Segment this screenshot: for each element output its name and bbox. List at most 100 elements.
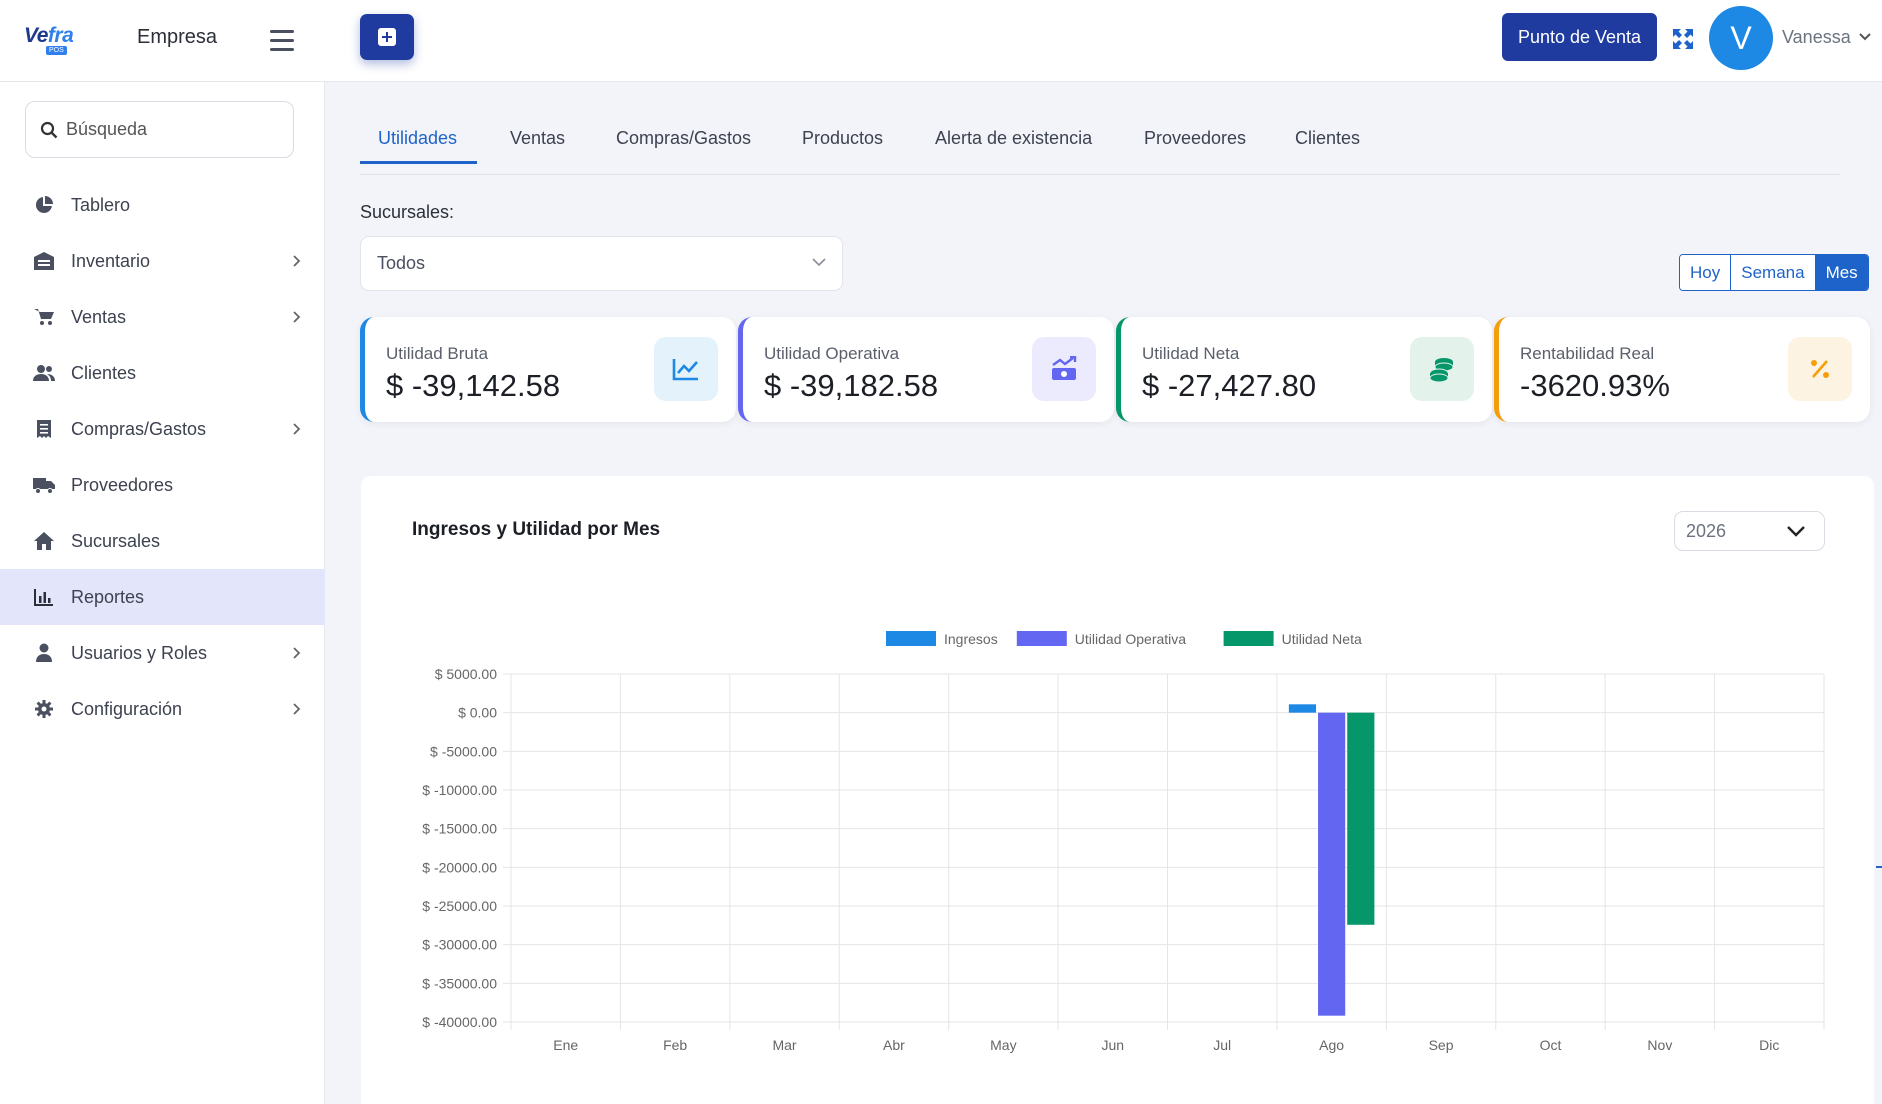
x-tick-label: Dic (1759, 1037, 1779, 1053)
sidebar-item-label: Usuarios y Roles (71, 642, 208, 663)
receipt-icon (37, 420, 51, 438)
year-select-value: 2026 (1686, 520, 1727, 541)
search-icon (40, 121, 58, 138)
x-tick-label: Jun (1102, 1037, 1125, 1053)
app-logo[interactable]: Vefra POS (24, 24, 88, 55)
x-tick-label: Nov (1647, 1037, 1672, 1053)
chevron-right-icon (293, 423, 301, 435)
sidebar-item-proveedores[interactable]: Proveedores (0, 457, 325, 513)
chart-card: Ingresos y Utilidad por Mes 2026 $ 5000.… (361, 476, 1874, 1104)
year-select[interactable]: 2026 (1674, 511, 1825, 551)
chevron-right-icon (293, 255, 301, 267)
sidebar-item-label: Sucursales (71, 530, 161, 551)
branch-select[interactable]: Todos (360, 236, 843, 291)
quick-add-button[interactable] (360, 14, 414, 60)
pie-chart-icon (35, 196, 53, 213)
company-name: Empresa (137, 26, 218, 48)
x-tick-label: Abr (883, 1037, 905, 1053)
y-tick-label: $ -15000.00 (422, 821, 497, 837)
sidebar-item-usuarios-roles[interactable]: Usuarios y Roles (0, 625, 325, 681)
report-tabs: Utilidades Ventas Compras/Gastos Product… (360, 120, 1840, 175)
x-tick-label: Feb (663, 1037, 687, 1053)
tab-clientes[interactable]: Clientes (1295, 128, 1361, 148)
tab-ventas[interactable]: Ventas (510, 128, 566, 148)
point-of-sale-button[interactable]: Punto de Venta (1502, 13, 1657, 61)
y-tick-label: $ 0.00 (458, 705, 497, 721)
x-tick-label: Ene (553, 1037, 578, 1053)
bar-utilidad-operativa (1318, 712, 1346, 1016)
x-tick-label: Sep (1429, 1037, 1454, 1053)
kpi-value: $ -39,142.58 (386, 368, 561, 403)
sidebar-item-reportes[interactable]: Reportes (0, 569, 325, 625)
chevron-right-icon (293, 703, 301, 715)
tab-compras-gastos[interactable]: Compras/Gastos (616, 128, 752, 148)
fullscreen-icon[interactable] (1672, 28, 1694, 50)
sidebar-item-label: Clientes (71, 362, 137, 383)
top-bar: Vefra POS Empresa Punto de Venta V Vanes… (0, 0, 1882, 82)
tab-utilidades[interactable]: Utilidades (378, 128, 458, 148)
kpi-badge (1032, 337, 1096, 401)
logo-text: Vefra (24, 24, 74, 47)
kpi-value: $ -27,427.80 (1142, 368, 1317, 403)
kpi-value: -3620.93% (1520, 368, 1670, 403)
home-icon (34, 532, 54, 550)
kpi-card-rentabilidad-real: Rentabilidad Real -3620.93% (1494, 317, 1870, 422)
y-tick-label: $ -20000.00 (422, 859, 497, 875)
sidebar-item-tablero[interactable]: Tablero (0, 177, 325, 233)
sidebar-item-ventas[interactable]: Ventas (0, 289, 325, 345)
chevron-down-icon (1787, 526, 1805, 537)
sidebar-item-label: Reportes (71, 586, 145, 607)
period-option-mes[interactable]: Mes (1815, 255, 1868, 290)
sidebar-item-clientes[interactable]: Clientes (0, 345, 325, 401)
x-tick-label: Ago (1319, 1037, 1344, 1053)
user-avatar[interactable]: V (1709, 6, 1773, 70)
kpi-card-utilidad-operativa: Utilidad Operativa $ -39,182.58 (738, 317, 1114, 422)
y-tick-label: $ -35000.00 (422, 975, 497, 991)
chevron-down-icon (812, 258, 826, 267)
kpi-label: Utilidad Bruta (386, 344, 489, 363)
sidebar-item-label: Inventario (71, 250, 151, 271)
branch-label: Sucursales: (360, 202, 455, 222)
sidebar-item-label: Tablero (71, 194, 131, 215)
sidebar-item-compras-gastos[interactable]: Compras/Gastos (0, 401, 325, 457)
search-input[interactable] (66, 119, 266, 140)
kpi-label: Utilidad Operativa (764, 344, 900, 363)
bar-chart-icon (34, 589, 53, 606)
kpi-label: Rentabilidad Real (1520, 344, 1655, 363)
sidebar-item-label: Ventas (71, 306, 127, 327)
kpi-value: $ -39,182.58 (764, 368, 939, 403)
income-profit-bar-chart: $ 5000.00 $ 0.00 $ -5000.00 $ -10000.00 $ -1… (422, 631, 1825, 1053)
logo-subtext: POS (46, 46, 67, 55)
x-tick-label: Jul (1213, 1037, 1231, 1053)
sidebar-item-inventario[interactable]: Inventario (0, 233, 325, 289)
y-tick-label: $ -10000.00 (422, 782, 497, 798)
period-toggle: Hoy Semana Mes (1679, 254, 1869, 291)
menu-toggle-icon[interactable] (270, 30, 294, 52)
chart-title: Ingresos y Utilidad por Mes (412, 519, 661, 540)
x-tick-label: May (990, 1037, 1016, 1053)
user-name[interactable]: Vanessa (1782, 27, 1851, 47)
sidebar-item-configuracion[interactable]: Configuración (0, 681, 325, 737)
chevron-down-icon[interactable] (1858, 30, 1872, 44)
search-box (25, 101, 294, 158)
period-option-semana[interactable]: Semana (1731, 255, 1816, 290)
kpi-badge (654, 337, 718, 401)
chevron-right-icon (293, 647, 301, 659)
scroll-indicator (1876, 866, 1882, 868)
legend-label: Utilidad Operativa (1075, 631, 1186, 647)
sidebar-item-sucursales[interactable]: Sucursales (0, 513, 325, 569)
y-tick-label: $ 5000.00 (435, 666, 497, 682)
tab-proveedores[interactable]: Proveedores (1144, 128, 1247, 148)
sidebar: Tablero Inventario Ventas Clientes Compr… (0, 82, 325, 1104)
trend-line-icon (672, 359, 698, 381)
plus-square-icon (378, 28, 396, 46)
coins-icon (1429, 358, 1454, 383)
x-tick-label: Oct (1540, 1037, 1562, 1053)
sidebar-item-label: Compras/Gastos (71, 418, 207, 439)
tab-alerta-existencia[interactable]: Alerta de existencia (935, 128, 1093, 148)
tab-productos[interactable]: Productos (802, 128, 884, 148)
period-option-hoy[interactable]: Hoy (1680, 255, 1732, 290)
y-tick-label: $ -30000.00 (422, 937, 497, 953)
users-icon (33, 365, 55, 381)
sidebar-item-label: Proveedores (71, 474, 174, 495)
